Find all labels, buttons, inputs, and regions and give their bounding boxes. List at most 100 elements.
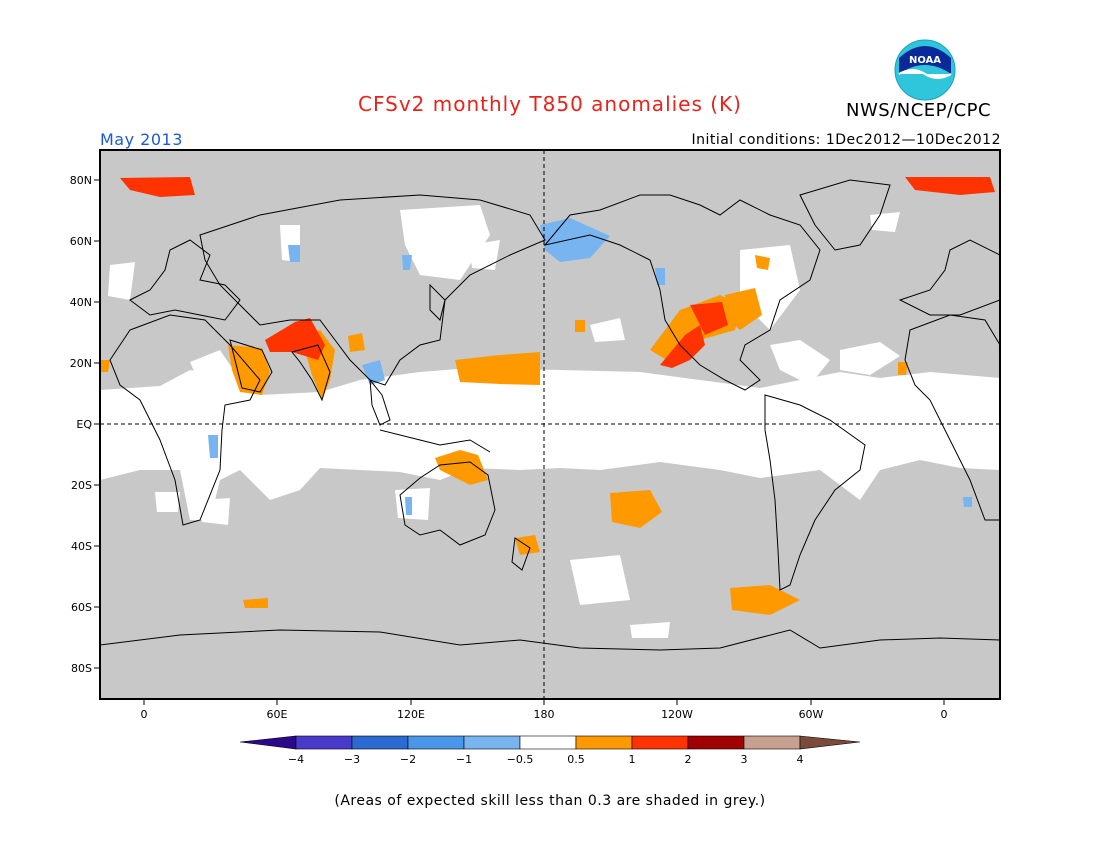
- warm-atlantic-west: [100, 360, 110, 372]
- coast-se-asia: [369, 378, 391, 426]
- colorbar-tick: −1: [456, 753, 472, 766]
- colorbar-tick: 2: [685, 753, 692, 766]
- neutral-tasman: [395, 488, 430, 520]
- noaa-logo-icon: NOAA: [894, 39, 956, 101]
- skill-footnote: (Areas of expected skill less than 0.3 a…: [334, 793, 766, 809]
- cool-alaska: [655, 268, 665, 285]
- organization-label: NWS/NCEP/CPC: [846, 100, 992, 121]
- lon-label-60w: 60W: [799, 708, 824, 721]
- colorbar: [239, 735, 861, 750]
- lon-label-120e: 120E: [397, 708, 425, 721]
- cool-ural: [288, 245, 300, 262]
- warm-southern-ocean: [730, 585, 800, 615]
- colorbar-tick: 4: [797, 753, 804, 766]
- colorbar-tick: −4: [288, 753, 304, 766]
- colorbar-bin: [687, 735, 745, 750]
- lat-label-80s: 80S: [71, 662, 92, 675]
- coastlines: [100, 179, 1000, 651]
- coast-africa-right: [904, 314, 1000, 521]
- warm-central-us: [725, 288, 762, 330]
- cool-east-africa: [208, 435, 218, 458]
- map-title: CFSv2 monthly T850 anomalies (K): [358, 92, 742, 116]
- warm-caspian: [575, 320, 585, 332]
- coast-new-zealand: [511, 537, 531, 571]
- lat-label-40n: 40N: [70, 296, 92, 309]
- colorbar-bin: [463, 735, 521, 750]
- lat-label-20s: 20S: [71, 479, 92, 492]
- coast-north-america: [543, 194, 821, 391]
- warm-australia-north: [435, 450, 488, 485]
- warm-mauritania: [898, 362, 908, 375]
- colorbar-tick: 1: [629, 753, 636, 766]
- hot-southwest-us: [690, 302, 728, 335]
- cool-west-australia: [405, 497, 412, 515]
- colorbar-bin: [743, 735, 801, 750]
- lat-label-60n: 60N: [70, 235, 92, 248]
- warm-bay-bengal: [348, 333, 365, 352]
- neutral-southern-ocean: [630, 622, 670, 638]
- lat-label-80n: 80N: [70, 174, 92, 187]
- lat-label-eq: EQ: [76, 418, 92, 431]
- hot-anomaly-regions: [120, 177, 995, 368]
- colorbar-bin: [351, 735, 409, 750]
- neutral-indian-south: [155, 492, 180, 512]
- lon-label-180: 180: [534, 708, 555, 721]
- hot-iran-pakistan: [265, 318, 325, 360]
- colorbar-tick: 3: [741, 753, 748, 766]
- neutral-siberia-1: [400, 205, 490, 280]
- colorbar-bin: [519, 735, 577, 750]
- coast-arabia: [229, 339, 273, 393]
- coast-europe: [129, 239, 241, 321]
- colorbar-tick: −0.5: [507, 753, 534, 766]
- lat-label-60s: 60S: [71, 601, 92, 614]
- warm-arabia: [228, 345, 270, 395]
- warm-south-indian: [243, 598, 268, 608]
- coast-indonesia: [379, 429, 491, 453]
- hot-arctic-east: [905, 177, 995, 195]
- coast-south-america: [764, 394, 866, 591]
- neutral-regions: [100, 205, 1000, 638]
- coast-australia: [399, 461, 496, 546]
- lon-label-60e: 60E: [267, 708, 288, 721]
- neutral-north-atlantic: [108, 262, 135, 300]
- cool-bering: [540, 218, 610, 262]
- colorbar-tick: −2: [400, 753, 416, 766]
- neutral-southern-africa: [200, 498, 230, 525]
- hot-arctic-west: [120, 177, 195, 197]
- coast-europe-right: [898, 239, 1000, 316]
- neutral-south-pacific: [570, 555, 630, 605]
- initial-conditions: Initial conditions: 1Dec2012—10Dec2012: [691, 132, 1001, 148]
- neutral-arctic-1: [870, 212, 900, 232]
- forecast-month: May 2013: [100, 130, 183, 149]
- logo-text: NOAA: [909, 55, 941, 66]
- cool-anomaly-regions: [208, 218, 972, 515]
- cool-siberia: [402, 255, 412, 270]
- coast-greenland: [799, 179, 891, 251]
- lat-label-20n: 20N: [70, 357, 92, 370]
- colorbar-bin: [295, 735, 353, 750]
- colorbar-arrow-right: [799, 735, 861, 750]
- lon-label-0: 0: [141, 708, 148, 721]
- neutral-pacific-mid-1: [590, 318, 625, 342]
- neutral-tropics-band: [100, 368, 1000, 520]
- lon-label-120w: 120W: [661, 708, 693, 721]
- coast-india: [291, 344, 331, 402]
- lat-label-40s: 40S: [71, 540, 92, 553]
- neutral-mexico: [770, 340, 830, 385]
- colorbar-bin: [575, 735, 633, 750]
- neutral-alaska-west: [470, 240, 500, 270]
- coast-japan: [429, 283, 446, 321]
- noaa-logo: NOAA: [893, 38, 957, 102]
- coast-asia: [199, 194, 546, 386]
- colorbar-arrow-left: [239, 735, 297, 750]
- warm-canada-small: [755, 255, 770, 270]
- coast-africa: [109, 314, 261, 526]
- lat-ticks: [94, 179, 100, 669]
- coast-antarctica: [100, 629, 1000, 651]
- warm-new-zealand: [515, 535, 540, 555]
- lon-label-0-right: 0: [941, 708, 948, 721]
- colorbar-tick: −3: [344, 753, 360, 766]
- lon-ticks: [143, 699, 945, 705]
- colorbar-bin: [407, 735, 465, 750]
